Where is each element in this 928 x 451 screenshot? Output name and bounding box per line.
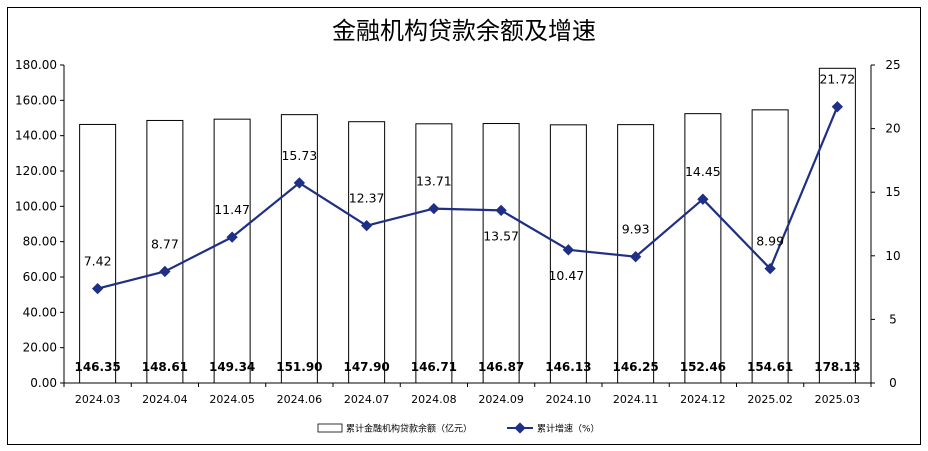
bar-2024.12 (684, 113, 722, 384)
bar-2024.09 (482, 123, 520, 384)
y-right-tick-label: 20 (885, 122, 900, 136)
x-tick-label: 2024.06 (277, 393, 323, 406)
line-value-label: 8.99 (756, 234, 784, 249)
line-value-label: 9.93 (622, 222, 650, 237)
bar-value-label: 146.35 (74, 360, 120, 374)
line-value-label: 21.72 (819, 72, 855, 87)
y-right-tick-label: 15 (885, 185, 900, 199)
y-right-tick-label: 25 (885, 58, 900, 72)
line-value-labels: 7.42 8.77 11.47 15.73 12.37 13.71 13.57 10.47 9.… (84, 72, 856, 283)
bar-series (79, 67, 856, 384)
y-left-tick-label: 160.00 (15, 93, 57, 107)
bar-value-label: 152.46 (680, 360, 726, 374)
legend-line-marker (514, 422, 526, 434)
bar-2024.05 (213, 118, 251, 384)
y-left-tick-label: 20.00 (23, 341, 57, 355)
bar-2024.07 (348, 121, 386, 384)
line-point-2024.07 (360, 219, 373, 232)
bar-value-label: 146.71 (411, 360, 457, 374)
bar-value-label: 146.13 (545, 360, 591, 374)
y-left-tick-label: 0.00 (30, 376, 57, 390)
y-left-tick-label: 80.00 (23, 235, 57, 249)
bar-value-label: 149.34 (209, 360, 255, 374)
bar-2024.08 (415, 123, 453, 384)
bar-value-label: 178.13 (814, 360, 860, 374)
y-left-tick-label: 120.00 (15, 164, 57, 178)
line-series (91, 101, 844, 295)
line-value-label: 14.45 (685, 164, 721, 179)
legend-bar-label: 累计金融机构贷款余额（亿元） (346, 423, 472, 435)
bar-2025.03 (818, 67, 856, 384)
x-tick-label: 2025.02 (747, 393, 793, 406)
y-left-tick-label: 60.00 (23, 270, 57, 284)
legend: 累计金融机构贷款余额（亿元） 累计增速（%） (317, 422, 600, 435)
line-point-2024.03 (91, 282, 104, 295)
bar-value-label: 148.61 (142, 360, 188, 374)
bar-2024.04 (146, 119, 184, 384)
y-left-tick-label: 100.00 (15, 199, 57, 213)
y-right-tick-label: 0 (889, 376, 897, 390)
y-left-tick-label: 180.00 (15, 58, 57, 72)
bar-2025.02 (751, 109, 789, 384)
y-right-tick-label: 10 (885, 249, 900, 263)
line-value-label: 13.57 (483, 228, 519, 243)
x-tick-label: 2025.03 (815, 393, 861, 406)
x-tick-labels: 2024.03 2024.04 2024.05 2024.06 2024.07 2024.… (75, 393, 860, 406)
line-path (97, 106, 839, 290)
bar-value-label: 154.61 (747, 360, 793, 374)
line-value-label: 10.47 (548, 268, 584, 283)
bar-2024.03 (79, 123, 117, 384)
bar-value-label: 151.90 (276, 360, 322, 374)
bar-value-label: 146.25 (612, 360, 658, 374)
line-point-2025.02 (764, 262, 776, 275)
y-left-tick-label: 40.00 (23, 305, 57, 319)
line-point-2024.06 (293, 177, 306, 189)
bar-value-labels: 146.35 148.61 149.34 151.90 147.90 146.71 146.… (74, 360, 860, 374)
line-value-label: 12.37 (349, 191, 385, 206)
bar-value-label: 146.87 (478, 360, 524, 374)
bar-2024.06 (280, 114, 318, 384)
x-tick-label: 2024.08 (411, 393, 457, 406)
line-point-2024.11 (629, 251, 642, 263)
x-tick-label: 2024.10 (546, 393, 592, 406)
line-value-label: 13.71 (416, 174, 452, 189)
legend-line-label: 累计增速（%） (537, 423, 600, 435)
legend-bar-swatch (317, 423, 343, 433)
line-value-label: 15.73 (281, 148, 317, 163)
line-value-label: 11.47 (214, 202, 250, 217)
line-point-2024.04 (159, 265, 171, 278)
line-point-2024.09 (495, 204, 507, 217)
chart-title: 金融机构贷款余额及增速 (332, 17, 596, 45)
line-value-label: 8.77 (151, 236, 179, 251)
line-value-label: 7.42 (84, 254, 112, 269)
line-point-2025.03 (831, 101, 844, 113)
line-point-2024.05 (226, 231, 238, 243)
x-tick-label: 2024.09 (478, 393, 524, 406)
y-left-tick-label: 140.00 (15, 129, 57, 143)
line-point-2024.08 (428, 202, 440, 215)
line-point-2024.12 (697, 193, 709, 205)
axes: 0.00 20.00 40.00 60.00 80.00 100.00 120.00 140.… (15, 58, 901, 390)
x-tick-label: 2024.05 (209, 393, 255, 406)
line-point-2024.10 (562, 244, 575, 256)
x-tick-label: 2024.03 (75, 393, 121, 406)
y-right-tick-label: 5 (889, 312, 897, 326)
x-tick-label: 2024.12 (680, 393, 726, 406)
bar-value-label: 147.90 (343, 360, 389, 374)
x-tick-label: 2024.11 (613, 393, 659, 406)
x-tick-label: 2024.04 (142, 393, 188, 406)
x-tick-label: 2024.07 (344, 393, 390, 406)
